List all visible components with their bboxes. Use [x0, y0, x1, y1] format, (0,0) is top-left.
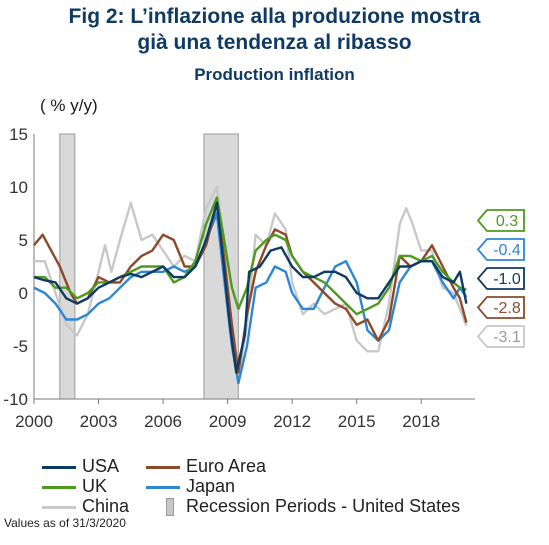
legend-swatch-japan: [146, 486, 180, 489]
legend-label-uk: UK: [82, 476, 108, 496]
end-value-tag-uk: [476, 209, 525, 232]
end-value-tag-usa: [476, 267, 525, 290]
chart-title-line1: Fig 2: L’inflazione alla produzione most…: [68, 5, 481, 28]
end-value-tag-china: [476, 325, 525, 348]
end-value-tag-euro-area: [476, 296, 525, 319]
x-tick-label: 2000: [15, 412, 53, 431]
series-line-china: [34, 185, 468, 379]
recession-band-1: [59, 133, 76, 400]
legend-label-usa: USA: [82, 456, 120, 476]
x-tick-label: 2012: [273, 412, 311, 431]
footnote: Values as of 31/3/2020: [4, 516, 126, 530]
y-tick-label: -5: [13, 337, 28, 356]
chart-subtitle: Production inflation: [194, 65, 355, 84]
x-tick-label: 2006: [144, 412, 182, 431]
legend-label-japan: Japan: [186, 476, 236, 496]
end-value-label-china: -3.1: [493, 329, 521, 346]
legend-label-recession: Recession Periods - United States: [186, 496, 461, 516]
end-value-label-euro-area: -2.8: [493, 300, 521, 317]
legend-label-euro-area: Euro Area: [186, 456, 267, 476]
legend-swatch-uk: [42, 486, 76, 489]
y-tick-label: 0: [19, 284, 28, 303]
y-tick-label: -10: [3, 390, 28, 409]
chart-title-line2: già una tendenza al ribasso: [137, 31, 412, 54]
legend-swatch-recession: [166, 498, 174, 516]
legend-swatch-china: [42, 506, 76, 509]
legend-swatch-usa: [42, 466, 76, 469]
end-value-label-uk: 0.3: [496, 213, 518, 230]
y-tick-label: 10: [9, 178, 28, 197]
x-tick-label: 2003: [80, 412, 118, 431]
end-value-tag-japan: [476, 238, 525, 261]
end-value-label-usa: -1.0: [493, 271, 521, 288]
end-value-label-japan: -0.4: [493, 242, 521, 259]
legend-swatch-euro-area: [146, 466, 180, 469]
x-tick-label: 2009: [209, 412, 247, 431]
x-tick-label: 2018: [402, 412, 440, 431]
y-axis-unit-label: ( % y/y): [40, 96, 98, 115]
x-tick-label: 2015: [338, 412, 376, 431]
y-tick-label: 5: [19, 231, 28, 250]
y-tick-label: 15: [9, 125, 28, 144]
series-line-usa: [33, 201, 468, 374]
series-line-japan: [33, 212, 468, 385]
legend-label-china: China: [82, 496, 130, 516]
